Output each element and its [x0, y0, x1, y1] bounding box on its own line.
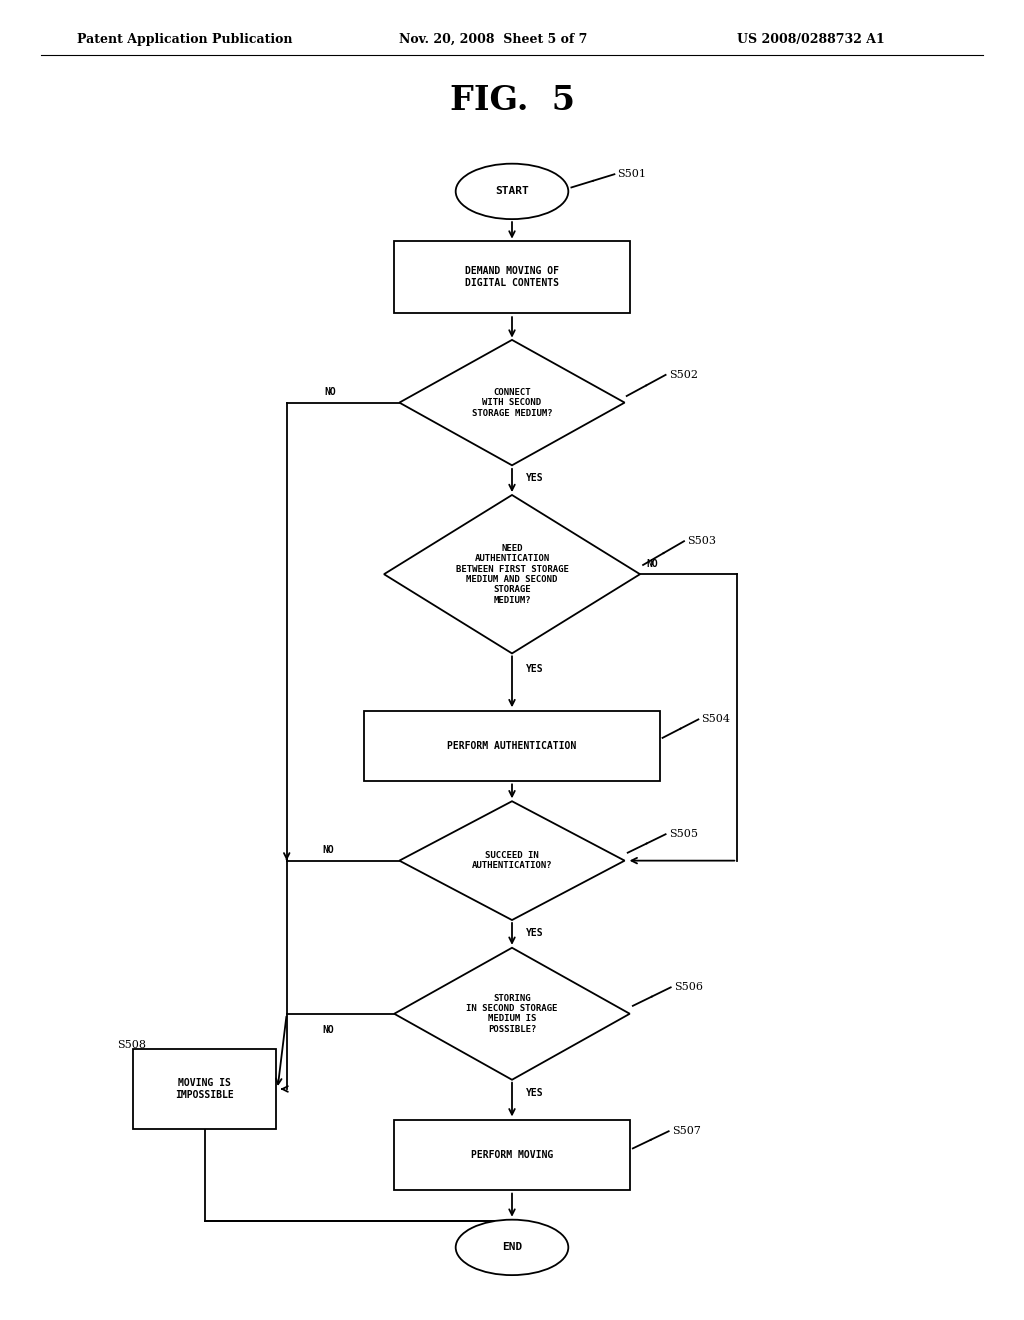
Polygon shape: [384, 495, 640, 653]
Text: YES: YES: [526, 928, 544, 939]
Text: PERFORM MOVING: PERFORM MOVING: [471, 1150, 553, 1160]
Text: MOVING IS
IMPOSSIBLE: MOVING IS IMPOSSIBLE: [175, 1078, 234, 1100]
Text: NO: NO: [646, 558, 657, 569]
Text: S502: S502: [669, 370, 697, 380]
Polygon shape: [399, 801, 625, 920]
Text: YES: YES: [526, 664, 544, 675]
Ellipse shape: [456, 164, 568, 219]
Ellipse shape: [456, 1220, 568, 1275]
Text: CONNECT
WITH SECOND
STORAGE MEDIUM?: CONNECT WITH SECOND STORAGE MEDIUM?: [472, 388, 552, 417]
Text: Nov. 20, 2008  Sheet 5 of 7: Nov. 20, 2008 Sheet 5 of 7: [399, 33, 588, 46]
Text: STORING
IN SECOND STORAGE
MEDIUM IS
POSSIBLE?: STORING IN SECOND STORAGE MEDIUM IS POSS…: [466, 994, 558, 1034]
Text: SUCCEED IN
AUTHENTICATION?: SUCCEED IN AUTHENTICATION?: [472, 851, 552, 870]
Text: YES: YES: [526, 1088, 544, 1098]
Text: PERFORM AUTHENTICATION: PERFORM AUTHENTICATION: [447, 741, 577, 751]
Text: NO: NO: [323, 1024, 334, 1035]
Text: YES: YES: [526, 473, 544, 483]
Text: S505: S505: [669, 829, 697, 840]
Text: S501: S501: [617, 169, 646, 180]
Bar: [394, 240, 630, 313]
Text: NEED
AUTHENTICATION
BETWEEN FIRST STORAGE
MEDIUM AND SECOND
STORAGE
MEDIUM?: NEED AUTHENTICATION BETWEEN FIRST STORAG…: [456, 544, 568, 605]
Text: S504: S504: [701, 714, 730, 725]
Text: S506: S506: [674, 982, 702, 993]
Bar: [133, 1049, 276, 1129]
Text: DEMAND MOVING OF
DIGITAL CONTENTS: DEMAND MOVING OF DIGITAL CONTENTS: [465, 267, 559, 288]
Text: END: END: [502, 1242, 522, 1253]
Text: NO: NO: [325, 387, 336, 397]
Text: US 2008/0288732 A1: US 2008/0288732 A1: [737, 33, 885, 46]
Text: FIG.  5: FIG. 5: [450, 84, 574, 116]
Text: S507: S507: [672, 1126, 700, 1137]
Bar: [394, 1119, 630, 1191]
Text: Patent Application Publication: Patent Application Publication: [77, 33, 292, 46]
Polygon shape: [399, 341, 625, 466]
Text: START: START: [496, 186, 528, 197]
Text: S508: S508: [118, 1040, 146, 1051]
Bar: [364, 710, 660, 781]
Polygon shape: [394, 948, 630, 1080]
Text: S503: S503: [687, 536, 716, 546]
Text: NO: NO: [323, 845, 334, 855]
